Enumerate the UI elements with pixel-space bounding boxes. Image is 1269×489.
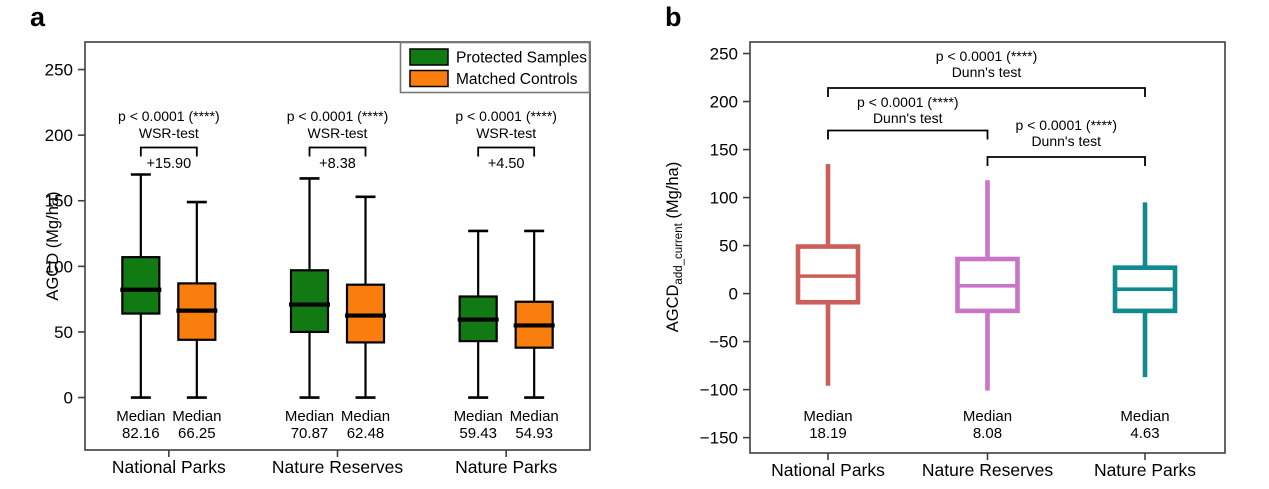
panel-a-boxes: Median82.16Median70.87Median59.43Median6…	[116, 173, 559, 442]
svg-text:200: 200	[710, 93, 738, 112]
svg-text:66.25: 66.25	[178, 425, 216, 442]
svg-text:250: 250	[710, 45, 738, 64]
svg-text:4.63: 4.63	[1130, 425, 1159, 442]
svg-text:50: 50	[54, 323, 73, 342]
svg-text:National Parks: National Parks	[771, 460, 885, 480]
panel-b-label: b	[665, 2, 682, 32]
svg-text:59.43: 59.43	[459, 425, 497, 442]
svg-text:Dunn's test: Dunn's test	[952, 64, 1022, 80]
svg-text:82.16: 82.16	[122, 425, 160, 442]
svg-text:54.93: 54.93	[515, 425, 553, 442]
svg-text:8.08: 8.08	[973, 425, 1002, 442]
svg-text:+15.90: +15.90	[146, 156, 191, 172]
svg-text:−50: −50	[709, 333, 738, 352]
svg-text:National Parks: National Parks	[112, 457, 226, 477]
svg-text:Protected Samples: Protected Samples	[456, 50, 587, 67]
svg-text:150: 150	[45, 192, 73, 211]
svg-text:Median: Median	[1120, 408, 1169, 425]
svg-text:150: 150	[710, 141, 738, 160]
panel-a-label: a	[30, 2, 46, 32]
svg-text:Dunn's test: Dunn's test	[1031, 133, 1101, 149]
panel-a-legend: Protected Samples Matched Controls	[399, 41, 591, 94]
svg-text:0: 0	[729, 285, 738, 304]
svg-text:p < 0.0001 (****): p < 0.0001 (****)	[1015, 117, 1117, 133]
svg-text:Nature Parks: Nature Parks	[1094, 460, 1196, 480]
svg-text:200: 200	[45, 126, 73, 145]
svg-text:62.48: 62.48	[347, 425, 385, 442]
svg-text:Dunn's test: Dunn's test	[873, 110, 943, 126]
svg-text:0: 0	[64, 389, 73, 408]
svg-text:Nature Reserves: Nature Reserves	[922, 460, 1054, 480]
panel-b: −150 −100 −50 0 50 100 150 200 250 National Parks…	[664, 41, 1226, 480]
panel-a-axes: 0 50 100 150 200 250 National Parks Nature Rese…	[44, 61, 557, 477]
svg-text:+8.38: +8.38	[319, 156, 356, 172]
panel-a-annotations: p < 0.0001 (****)WSR-test+15.90p < 0.000…	[118, 108, 557, 172]
svg-text:WSR-test: WSR-test	[476, 125, 536, 141]
svg-text:Nature Reserves: Nature Reserves	[272, 457, 404, 477]
svg-text:WSR-test: WSR-test	[308, 125, 368, 141]
svg-text:WSR-test: WSR-test	[139, 125, 199, 141]
svg-text:Median: Median	[341, 408, 390, 425]
panel-b-axes: −150 −100 −50 0 50 100 150 200 250 National Parks…	[664, 45, 1196, 480]
svg-text:−100: −100	[700, 381, 738, 400]
panel-a: 0 50 100 150 200 250 National Parks Nature Rese…	[44, 41, 591, 477]
svg-text:+4.50: +4.50	[488, 156, 525, 172]
svg-text:100: 100	[45, 257, 73, 276]
svg-text:Median: Median	[454, 408, 503, 425]
svg-text:Median: Median	[172, 408, 221, 425]
svg-text:Median: Median	[963, 408, 1012, 425]
svg-text:p < 0.0001 (****): p < 0.0001 (****)	[936, 48, 1038, 64]
svg-text:18.19: 18.19	[809, 425, 847, 442]
svg-text:Median: Median	[510, 408, 559, 425]
svg-text:Median: Median	[285, 408, 334, 425]
svg-text:−150: −150	[700, 429, 738, 448]
svg-text:70.87: 70.87	[291, 425, 329, 442]
svg-text:Matched Controls: Matched Controls	[456, 71, 578, 88]
svg-text:p < 0.0001 (****): p < 0.0001 (****)	[857, 94, 959, 110]
svg-text:Nature Parks: Nature Parks	[455, 457, 557, 477]
svg-text:250: 250	[45, 61, 73, 80]
svg-text:50: 50	[719, 237, 738, 256]
legend-swatch-0	[409, 48, 449, 66]
legend-swatch-1	[409, 69, 449, 88]
svg-text:Median: Median	[116, 408, 165, 425]
panel-a-y-axis-title: AGCD (Mg/ha)	[44, 191, 62, 300]
svg-text:p < 0.0001 (****): p < 0.0001 (****)	[287, 108, 389, 124]
svg-text:Median: Median	[803, 408, 852, 425]
panel-b-y-axis-title: AGCDadd_current (Mg/ha)	[664, 162, 685, 332]
svg-text:p < 0.0001 (****): p < 0.0001 (****)	[118, 108, 220, 124]
svg-text:100: 100	[710, 189, 738, 208]
svg-text:p < 0.0001 (****): p < 0.0001 (****)	[455, 108, 557, 124]
